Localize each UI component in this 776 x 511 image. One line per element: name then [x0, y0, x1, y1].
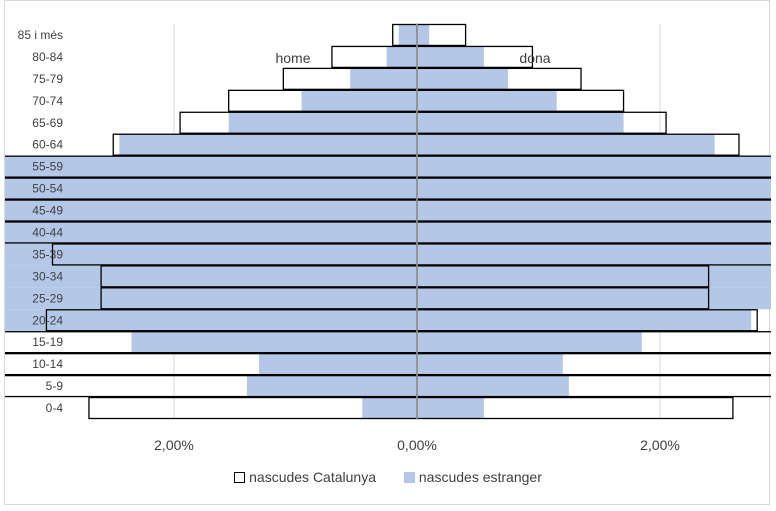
bar-estranger-home	[362, 397, 417, 419]
category-label: 10-14	[32, 357, 63, 371]
bar-estranger-home	[0, 287, 418, 310]
bar-estranger-dona	[417, 155, 776, 178]
x-tick-labels: 8,00%6,00%4,00%2,00%0,00%2,00%4,00%6,00%…	[154, 437, 680, 453]
bar-estranger-dona	[417, 111, 624, 134]
category-label: 75-79	[32, 72, 63, 86]
category-label: 0-4	[46, 401, 64, 415]
series-estranger	[0, 24, 776, 419]
legend-label-catalunya: nascudes Catalunya	[249, 469, 376, 485]
bar-estranger-home	[0, 309, 418, 332]
bar-estranger-dona	[417, 89, 557, 112]
x-tick-label: 2,00%	[640, 437, 680, 453]
bar-estranger-home	[0, 199, 417, 222]
category-label: 55-59	[32, 160, 63, 174]
category-label: 80-84	[32, 50, 63, 64]
bar-estranger-home	[0, 243, 417, 266]
legend-swatch-catalunya	[234, 471, 246, 483]
category-label: 20-24	[32, 313, 63, 327]
bar-estranger-dona	[417, 309, 752, 332]
category-label: 50-54	[32, 182, 63, 196]
annotation-home: home	[275, 50, 310, 66]
bar-estranger-home	[259, 353, 417, 376]
bar-estranger-dona	[417, 331, 642, 354]
bar-estranger-home	[301, 89, 417, 112]
legend: nascudes Catalunya nascudes estranger	[0, 469, 776, 486]
bar-estranger-home	[386, 45, 417, 68]
category-label: 25-29	[32, 291, 63, 305]
bar-estranger-home	[131, 331, 417, 354]
annotation-dona: dona	[519, 50, 550, 66]
bar-estranger-home	[350, 67, 417, 90]
bar-estranger-home	[228, 111, 417, 134]
category-label: 45-49	[32, 204, 63, 218]
bar-estranger-home	[119, 133, 417, 156]
bar-estranger-dona	[417, 243, 776, 266]
bar-estranger-dona	[417, 67, 509, 90]
category-label: 70-74	[32, 94, 63, 108]
bar-estranger-home	[246, 375, 417, 398]
bar-estranger-dona	[417, 375, 569, 398]
legend-label-estranger: nascudes estranger	[418, 469, 542, 485]
bar-estranger-dona	[417, 45, 484, 68]
category-label: 85 i més	[18, 28, 63, 42]
population-pyramid-chart: 0-4 5-9 10-14 15-19 20-24 25-29 30-34 35-39 40-4…	[0, 23, 776, 453]
bar-estranger-dona	[417, 177, 776, 200]
bar-estranger-dona	[417, 287, 776, 310]
bar-estranger-home	[398, 24, 417, 46]
bar-estranger-dona	[417, 353, 563, 376]
legend-item-estranger: nascudes estranger	[403, 469, 542, 485]
bar-estranger-dona	[417, 397, 484, 419]
bar-estranger-home	[0, 155, 417, 178]
bar-estranger-home	[0, 221, 418, 244]
category-label: 65-69	[32, 116, 63, 130]
category-label: 15-19	[32, 335, 63, 349]
bar-estranger-dona	[417, 24, 430, 46]
x-tick-label: 2,00%	[154, 437, 194, 453]
category-labels: 0-4 5-9 10-14 15-19 20-24 25-29 30-34 35-39 40-4…	[18, 28, 64, 415]
category-label: 5-9	[46, 379, 64, 393]
bar-estranger-dona	[417, 199, 776, 222]
legend-item-catalunya: nascudes Catalunya	[234, 469, 376, 485]
bar-estranger-home	[0, 265, 418, 288]
bar-estranger-home	[0, 177, 417, 200]
legend-swatch-estranger	[403, 471, 415, 483]
category-label: 60-64	[32, 138, 63, 152]
category-label: 35-39	[32, 247, 63, 261]
category-label: 40-44	[32, 225, 63, 239]
category-label: 30-34	[32, 269, 63, 283]
x-tick-label: 0,00%	[397, 437, 437, 453]
bar-estranger-dona	[417, 221, 776, 244]
bar-estranger-dona	[417, 265, 776, 288]
bar-estranger-dona	[417, 133, 715, 156]
